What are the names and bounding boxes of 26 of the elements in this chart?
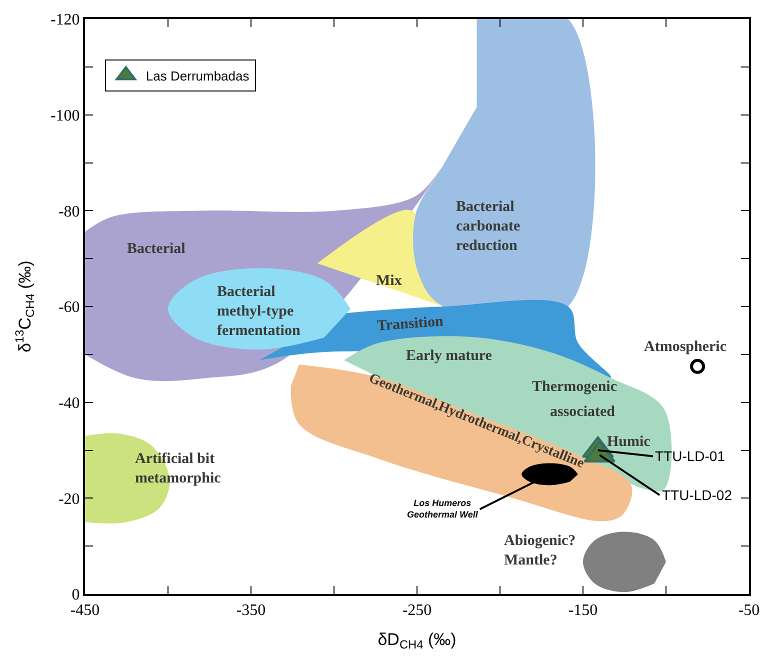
x-tick-label: -350 xyxy=(236,602,266,620)
x-tick-label: -50 xyxy=(738,602,760,620)
series-label: Atmospheric xyxy=(644,339,727,355)
series-label: Abiogenic? Mantle? xyxy=(504,533,576,568)
series-label: Bacterial xyxy=(127,241,186,257)
series-label: Mix xyxy=(376,273,402,289)
annotation: TTU-LD-02 xyxy=(662,487,732,503)
y-tick-label: 0 xyxy=(72,586,80,604)
series-label: Transition xyxy=(376,314,445,334)
x-axis-title: δD$_{CH4}$ (‰) xyxy=(378,630,456,652)
y-tick-label: -100 xyxy=(50,107,80,124)
series-label: Bacterial carbonate reduction xyxy=(456,199,520,254)
y-tick-label: -80 xyxy=(58,203,80,220)
x-tick-label: -450 xyxy=(70,602,100,620)
y-tick-label: -20 xyxy=(58,490,80,508)
text: Los Humeros Geothermal Well xyxy=(407,498,478,520)
legend-label: Las Derrumbadas xyxy=(146,68,250,84)
y-tick-label: -60 xyxy=(58,299,80,316)
series-label: Bacterial methyl-type fermentation xyxy=(217,284,301,339)
y-tick-label: -40 xyxy=(58,394,80,412)
y-tick-label: -120 xyxy=(50,12,80,29)
annotation: TTU-LD-01 xyxy=(655,448,726,464)
annotation: Humic xyxy=(607,434,651,450)
x-tick-label: -150 xyxy=(568,602,598,620)
x-tick-label: -250 xyxy=(402,602,432,620)
series-label: Early mature xyxy=(406,348,492,364)
